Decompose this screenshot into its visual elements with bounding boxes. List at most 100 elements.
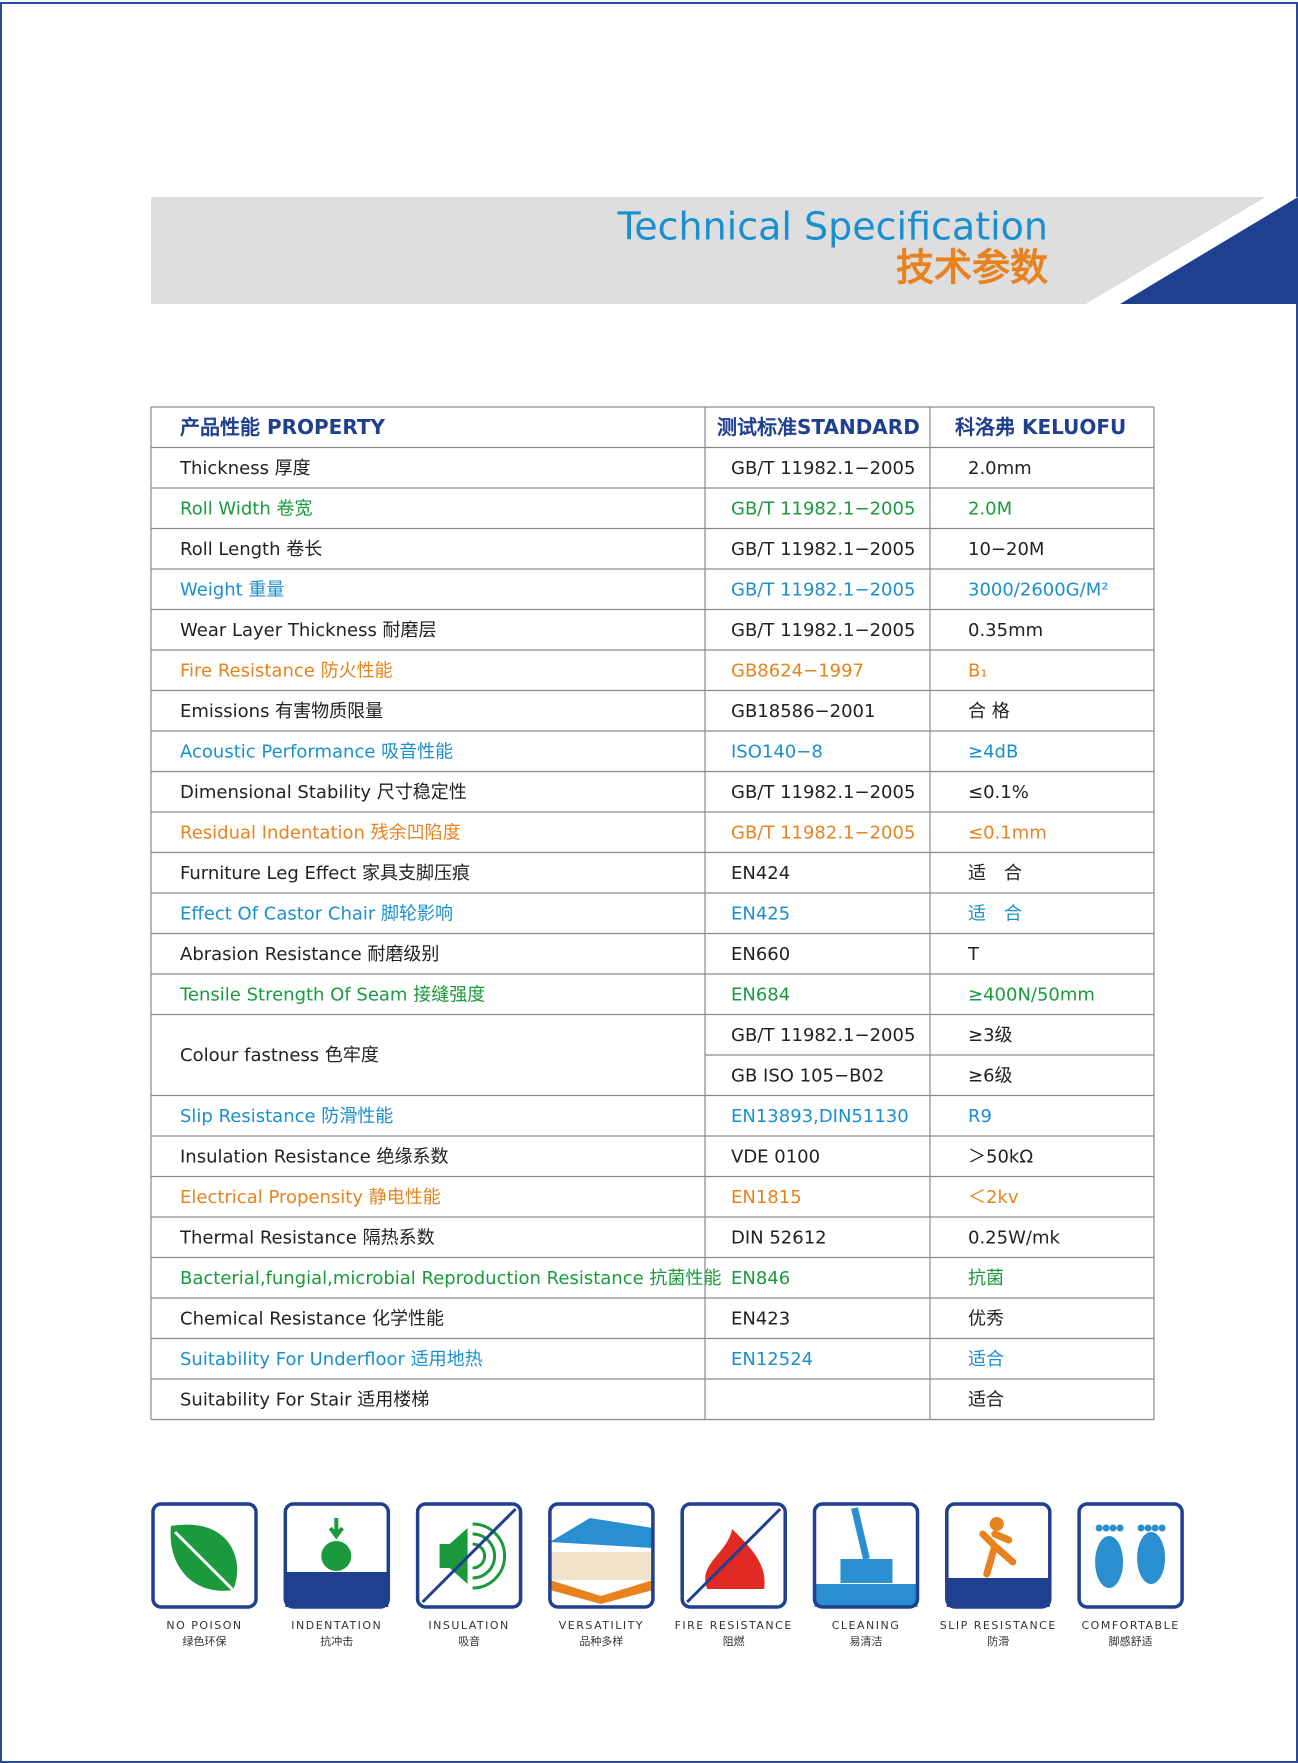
feature-label-cn: 脚感舒适 <box>1109 1634 1153 1648</box>
feature-label-cn: 吸音 <box>458 1634 480 1648</box>
standard: GB/T 11982.1−2005 <box>731 620 915 641</box>
standard: EN424 <box>731 863 790 884</box>
value: 优秀 <box>968 1308 1004 1329</box>
value: 适合 <box>968 1389 1004 1410</box>
property: Bacterial,fungial,microbial Reproduction… <box>180 1268 721 1289</box>
icon-vein <box>173 1530 235 1592</box>
icon-toe <box>1144 1524 1152 1532</box>
standard: GB ISO 105−B02 <box>731 1065 884 1086</box>
icon-core <box>549 1552 653 1580</box>
property: Thickness 厚度 <box>179 458 311 479</box>
feature-label: FIRE RESISTANCE <box>675 1619 793 1632</box>
property: Tensile Strength Of Seam 接缝强度 <box>179 984 485 1005</box>
icon-leaf <box>170 1524 238 1591</box>
icon-top <box>549 1518 653 1548</box>
icon-frame <box>151 1502 258 1609</box>
standard: EN1815 <box>731 1187 802 1208</box>
feature-label-cn: 绿色环保 <box>183 1634 227 1648</box>
icon-toe <box>1109 1524 1117 1532</box>
icon-frame <box>680 1502 787 1609</box>
property: Colour fastness 色牢度 <box>180 1045 379 1066</box>
property: Roll Width 卷宽 <box>180 498 312 519</box>
value: 2.0mm <box>968 458 1032 479</box>
icon-handle <box>851 1507 870 1560</box>
standard: EN846 <box>731 1268 790 1289</box>
icon-toe <box>1158 1524 1166 1532</box>
subtitle: 技术参数 <box>896 246 1048 290</box>
icon-frame <box>1077 1502 1184 1609</box>
standard: EN12524 <box>731 1349 813 1370</box>
feature-icons: NO POISON 绿色环保 INDENTATION 抗冲击 INSULATION 吸音 V… <box>151 1502 1184 1648</box>
feature-label: SLIP RESISTANCE <box>940 1619 1057 1632</box>
icon-frame <box>415 1502 523 1609</box>
property: Roll Length 卷长 <box>180 539 322 560</box>
standard: GB/T 11982.1−2005 <box>731 579 915 600</box>
feature-label: NO POISON <box>166 1619 242 1632</box>
icon-frame <box>812 1502 920 1609</box>
property: Electrical Propensity 静电性能 <box>180 1187 441 1208</box>
icon-toe <box>1102 1524 1110 1532</box>
feature-label: COMFORTABLE <box>1082 1619 1180 1632</box>
icon-foot <box>1095 1536 1124 1588</box>
column-header: 科洛弗 KELUOFU <box>955 415 1126 439</box>
property: Acoustic Performance 吸音性能 <box>180 741 453 762</box>
value: 2.0M <box>968 498 1012 519</box>
standard: GB/T 11982.1−2005 <box>731 782 915 803</box>
value: ＜2kv <box>968 1187 1019 1208</box>
icon-wave <box>472 1542 487 1570</box>
value: ≤0.1% <box>968 782 1029 803</box>
value: ＞50kΩ <box>968 1146 1033 1167</box>
standard: ISO140−8 <box>731 741 823 762</box>
property: Insulation Resistance 绝缘系数 <box>180 1146 448 1167</box>
feature-label: INDENTATION <box>291 1619 382 1632</box>
title: Technical Specification <box>616 205 1048 249</box>
icon-base <box>549 1580 653 1604</box>
value: 合 格 <box>968 701 1010 722</box>
property: Abrasion Resistance 耐磨级别 <box>180 944 439 965</box>
value: 适 合 <box>968 863 1022 884</box>
property: Furniture Leg Effect 家具支脚压痕 <box>180 863 470 884</box>
icon-ball <box>321 1541 352 1571</box>
value: 适 合 <box>968 903 1022 924</box>
icon-foot <box>1137 1532 1166 1584</box>
value: B₁ <box>968 660 988 681</box>
feature-label-cn: 抗冲击 <box>320 1634 353 1648</box>
property: Weight 重量 <box>180 579 284 600</box>
standard: EN660 <box>731 944 790 965</box>
standard: GB/T 11982.1−2005 <box>731 1025 915 1046</box>
column-header: 测试标准STANDARD <box>717 415 920 439</box>
standard: GB/T 11982.1−2005 <box>731 498 915 519</box>
icon-floor <box>814 1584 918 1607</box>
standard: GB8624−1997 <box>731 660 864 681</box>
value: 3000/2600G/M² <box>968 579 1108 600</box>
feature-label: CLEANING <box>832 1619 901 1632</box>
value: ≤0.1mm <box>968 822 1047 843</box>
value: R9 <box>968 1106 992 1127</box>
feature-icon <box>415 1502 523 1609</box>
icon-wave <box>472 1522 507 1590</box>
property: Effect Of Castor Chair 脚轮影响 <box>180 903 453 924</box>
value: 抗菌 <box>968 1268 1004 1289</box>
value: ≥3级 <box>968 1025 1013 1046</box>
icon-bg <box>1079 1504 1183 1607</box>
property: Residual Indentation 残余凹陷度 <box>180 822 461 843</box>
feature-icon <box>283 1502 391 1609</box>
icon-toe <box>1137 1524 1145 1532</box>
property: Fire Resistance 防火性能 <box>180 660 393 681</box>
value: 0.35mm <box>968 620 1043 641</box>
feature-label-cn: 易清洁 <box>850 1635 883 1648</box>
value: 0.25W/mk <box>968 1227 1060 1248</box>
property: Thermal Resistance 隔热系数 <box>179 1227 435 1248</box>
icon-floor <box>285 1572 389 1607</box>
icon-floor <box>946 1578 1050 1607</box>
property: Chemical Resistance 化学性能 <box>180 1308 444 1329</box>
icon-flame <box>705 1529 765 1589</box>
icon-frame <box>548 1502 655 1609</box>
property: Emissions 有害物质限量 <box>180 701 383 722</box>
column-header: 产品性能 PROPERTY <box>180 415 385 439</box>
icon-slash <box>421 1507 517 1604</box>
icon-brush <box>840 1559 893 1583</box>
property: Suitability For Underfloor 适用地热 <box>180 1349 483 1370</box>
